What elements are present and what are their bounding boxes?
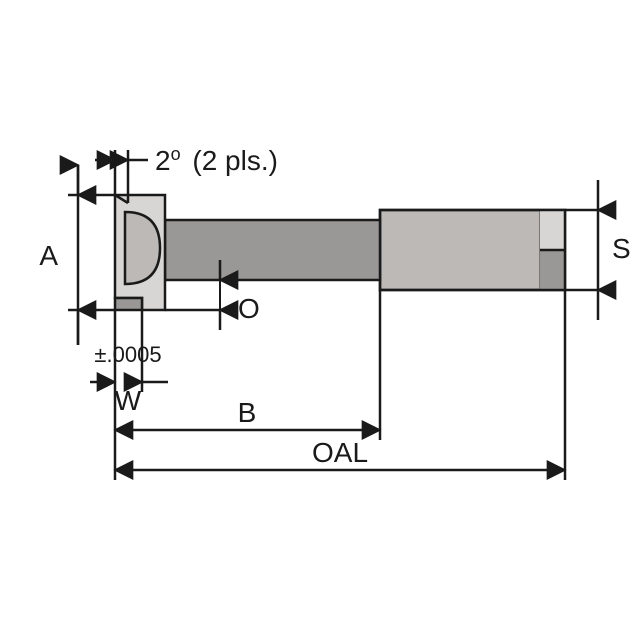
technical-drawing-svg: A 2o (2 pls.) S [0,0,640,640]
label-S: S [612,233,631,264]
label-W: W [115,385,142,416]
label-OAL: OAL [312,437,368,468]
dim-S: S [565,180,631,320]
dim-A: A [39,165,115,345]
label-O: O [238,293,260,324]
label-tol: ±.0005 [94,342,161,367]
dim-OAL: OAL [115,290,565,480]
label-A: A [39,240,58,271]
tool-head [115,195,165,310]
label-B: B [238,397,257,428]
dim-angle: 2o (2 pls.) [95,135,278,203]
dim-W: ±.0005 W [90,310,168,416]
label-angle: 2o (2 pls.) [155,135,278,176]
diagram-canvas: A 2o (2 pls.) S [0,0,640,640]
shank-mid [165,220,380,280]
shank-right [380,210,565,290]
